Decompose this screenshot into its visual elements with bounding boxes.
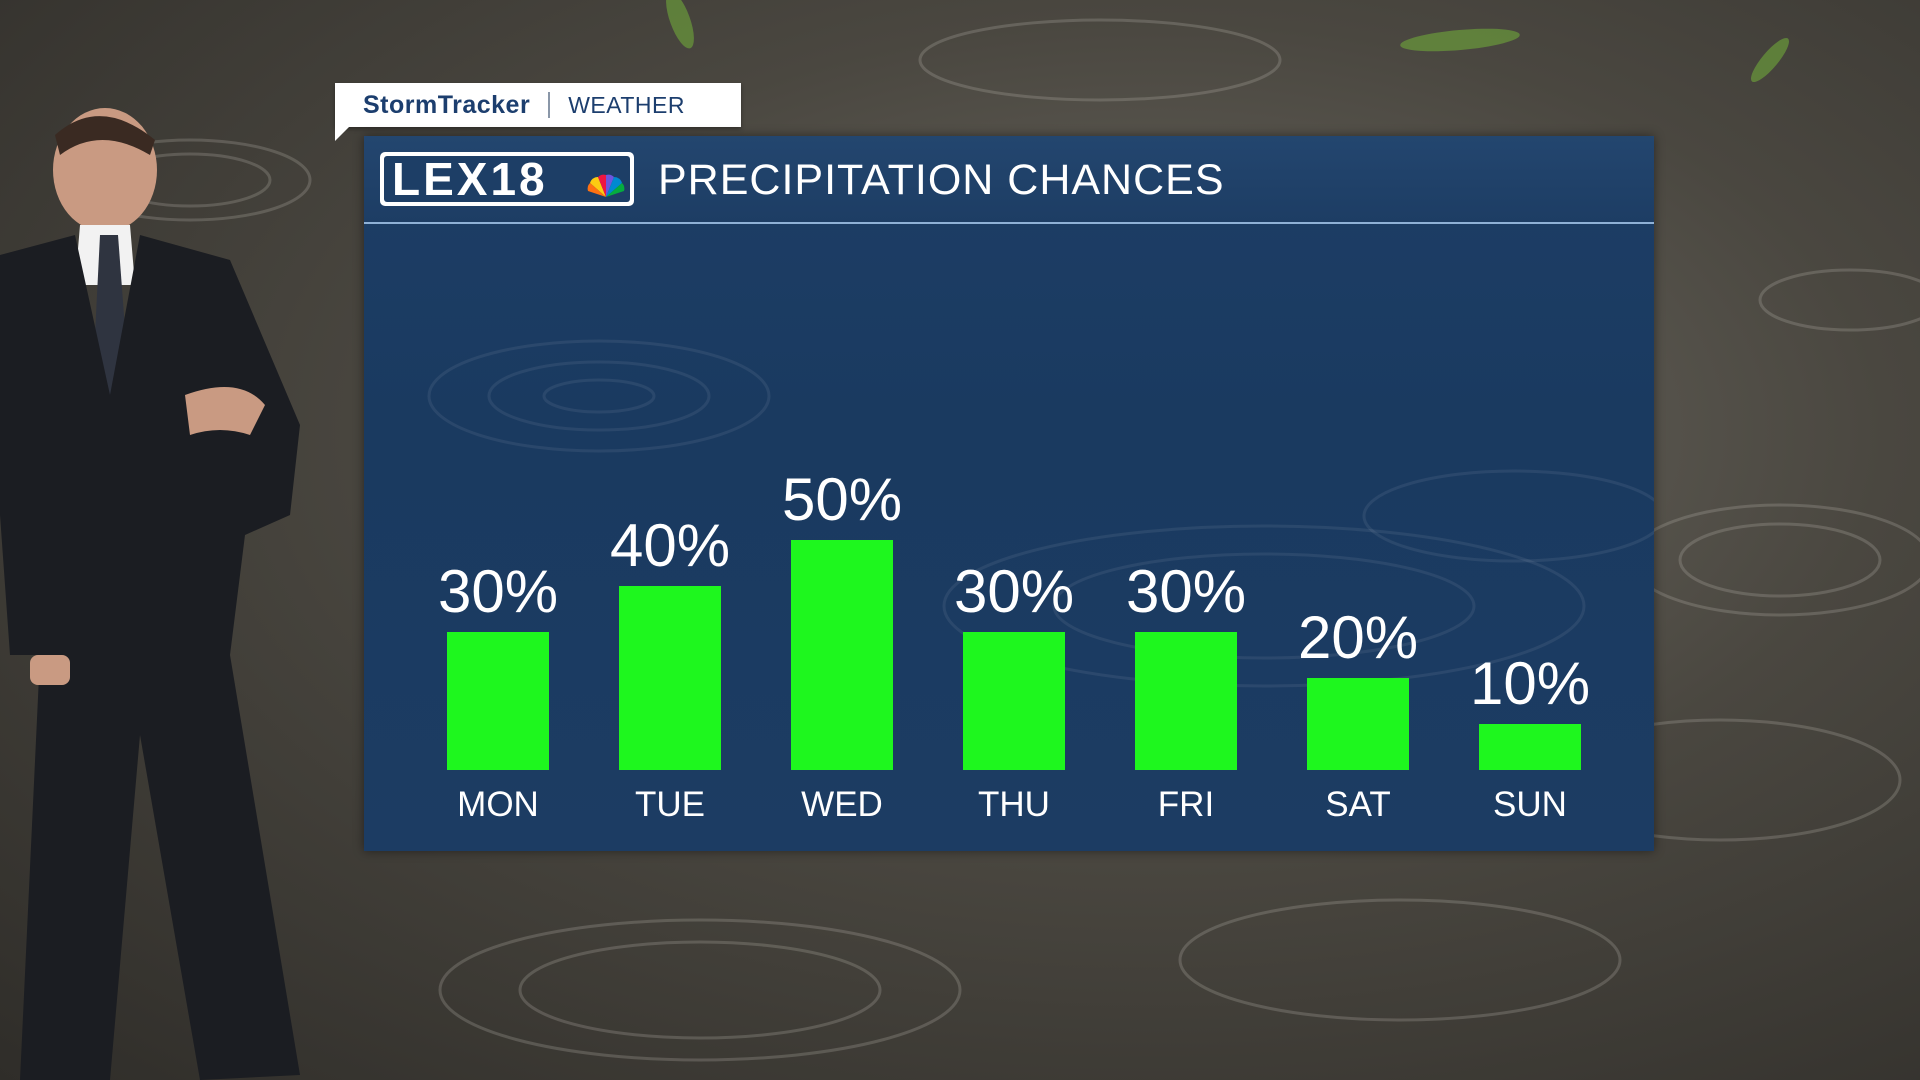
panel-water-texture <box>427 339 1654 688</box>
tab-notch <box>335 127 349 141</box>
value-label-thu: 30% <box>954 558 1074 625</box>
value-label-fri: 30% <box>1126 558 1246 625</box>
value-label-tue: 40% <box>610 512 730 579</box>
value-label-mon: 30% <box>438 558 558 625</box>
precipitation-panel: LEX18 PRECIPITATION CHANCES 30% MON 40% TUE… <box>364 136 1654 851</box>
weather-section-label: WEATHER <box>568 91 685 118</box>
panel-header: LEX18 PRECIPITATION CHANCES <box>364 136 1654 224</box>
day-label-thu: THU <box>978 785 1050 824</box>
value-label-wed: 50% <box>782 466 902 533</box>
value-label-sat: 20% <box>1298 604 1418 671</box>
day-label-sun: SUN <box>1493 785 1567 824</box>
day-label-tue: TUE <box>635 785 705 824</box>
day-label-wed: WED <box>801 785 883 824</box>
lex18-logo-text: LEX18 <box>392 153 548 205</box>
presenter <box>0 108 300 1080</box>
chart-title: PRECIPITATION CHANCES <box>658 156 1225 204</box>
bar-sat <box>1307 678 1409 770</box>
bar-wed <box>791 540 893 770</box>
day-label-sat: SAT <box>1325 785 1390 824</box>
bar-tue <box>619 586 721 770</box>
bar-sun <box>1479 724 1581 770</box>
bar-mon <box>447 632 549 770</box>
brand-divider <box>548 92 551 118</box>
lex18-logo: LEX18 <box>380 152 634 206</box>
precipitation-bar-chart: 30% MON 40% TUE 50% WED 30% THU 30% FRI 20% SAT 10% S… <box>438 466 1590 824</box>
stormtracker-brand: StormTracker <box>363 90 531 119</box>
bar-thu <box>963 632 1065 770</box>
stormtracker-weather-tab: StormTracker WEATHER <box>335 83 741 141</box>
value-label-sun: 10% <box>1470 650 1590 717</box>
day-label-mon: MON <box>457 785 539 824</box>
bar-fri <box>1135 632 1237 770</box>
day-label-fri: FRI <box>1158 785 1214 824</box>
nbc-peacock-icon <box>587 174 625 197</box>
